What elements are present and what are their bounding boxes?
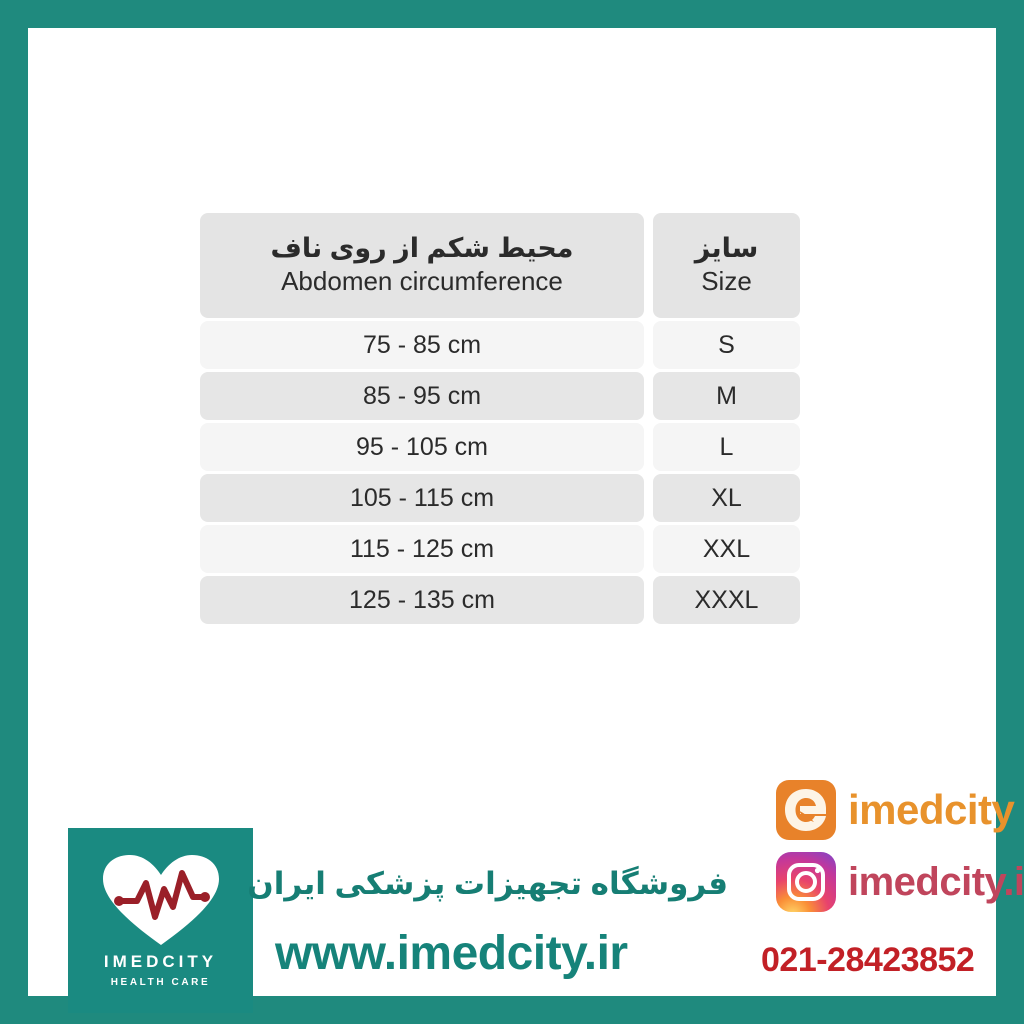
- header-measurement-en: Abdomen circumference: [281, 266, 563, 297]
- measurement-value: 75 - 85 cm: [362, 330, 482, 359]
- size-value: XL: [711, 483, 742, 512]
- cell-size: XXL: [653, 525, 800, 573]
- brand-imedcity[interactable]: imedcity: [776, 780, 1015, 840]
- brand-instagram-label: imedcity.ir: [848, 859, 1024, 904]
- table-row: 125 - 135 cm XXXL: [200, 576, 800, 624]
- cell-measurement: 115 - 125 cm: [200, 525, 644, 573]
- table-row: 105 - 115 cm XL: [200, 474, 800, 522]
- company-logo: IMEDCITY HEALTH CARE: [68, 828, 253, 1013]
- measurement-value: 85 - 95 cm: [362, 381, 482, 410]
- website-url[interactable]: www.imedcity.ir: [275, 927, 628, 980]
- page-frame: محیط شکم از روی ناف Abdomen circumferenc…: [28, 28, 1024, 1013]
- header-cell-measurement: محیط شکم از روی ناف Abdomen circumferenc…: [200, 213, 644, 318]
- size-value: XXXL: [694, 585, 759, 614]
- size-chart-table: محیط شکم از روی ناف Abdomen circumferenc…: [200, 213, 800, 627]
- cell-measurement: 75 - 85 cm: [200, 321, 644, 369]
- header-measurement-fa: محیط شکم از روی ناف: [270, 233, 574, 264]
- cell-measurement: 105 - 115 cm: [200, 474, 644, 522]
- brand-instagram[interactable]: imedcity.ir: [776, 852, 1024, 912]
- measurement-value: 105 - 115 cm: [349, 483, 495, 512]
- cell-size: L: [653, 423, 800, 471]
- measurement-value: 125 - 135 cm: [349, 585, 495, 614]
- instagram-icon: [776, 852, 836, 912]
- header-cell-size: سایز Size: [653, 213, 800, 318]
- table-header-row: محیط شکم از روی ناف Abdomen circumferenc…: [200, 213, 800, 318]
- cell-measurement: 85 - 95 cm: [200, 372, 644, 420]
- size-value: XXL: [702, 534, 751, 563]
- measurement-value: 115 - 125 cm: [349, 534, 495, 563]
- cell-size: M: [653, 372, 800, 420]
- table-row: 75 - 85 cm S: [200, 321, 800, 369]
- table-row: 115 - 125 cm XXL: [200, 525, 800, 573]
- logo-name: IMEDCITY: [103, 952, 218, 971]
- cell-measurement: 95 - 105 cm: [200, 423, 644, 471]
- heart-ecg-icon: [102, 855, 219, 945]
- phone-number[interactable]: 021-28423852: [761, 941, 975, 979]
- size-value: L: [719, 432, 734, 461]
- measurement-value: 95 - 105 cm: [355, 432, 488, 461]
- table-row: 85 - 95 cm M: [200, 372, 800, 420]
- size-value: S: [718, 330, 735, 359]
- cell-size: XXXL: [653, 576, 800, 624]
- brand-imedcity-label: imedcity: [848, 786, 1015, 833]
- imedcity-e-icon: [776, 780, 836, 840]
- cell-size: S: [653, 321, 800, 369]
- size-value: M: [716, 381, 737, 410]
- logo-tagline: HEALTH CARE: [110, 977, 211, 988]
- cell-size: XL: [653, 474, 800, 522]
- header-size-en: Size: [701, 266, 752, 297]
- cell-measurement: 125 - 135 cm: [200, 576, 644, 624]
- company-slogan: فروشگاه تجهیزات پزشکی ایران: [247, 866, 728, 901]
- header-size-fa: سایز: [694, 233, 759, 264]
- table-row: 95 - 105 cm L: [200, 423, 800, 471]
